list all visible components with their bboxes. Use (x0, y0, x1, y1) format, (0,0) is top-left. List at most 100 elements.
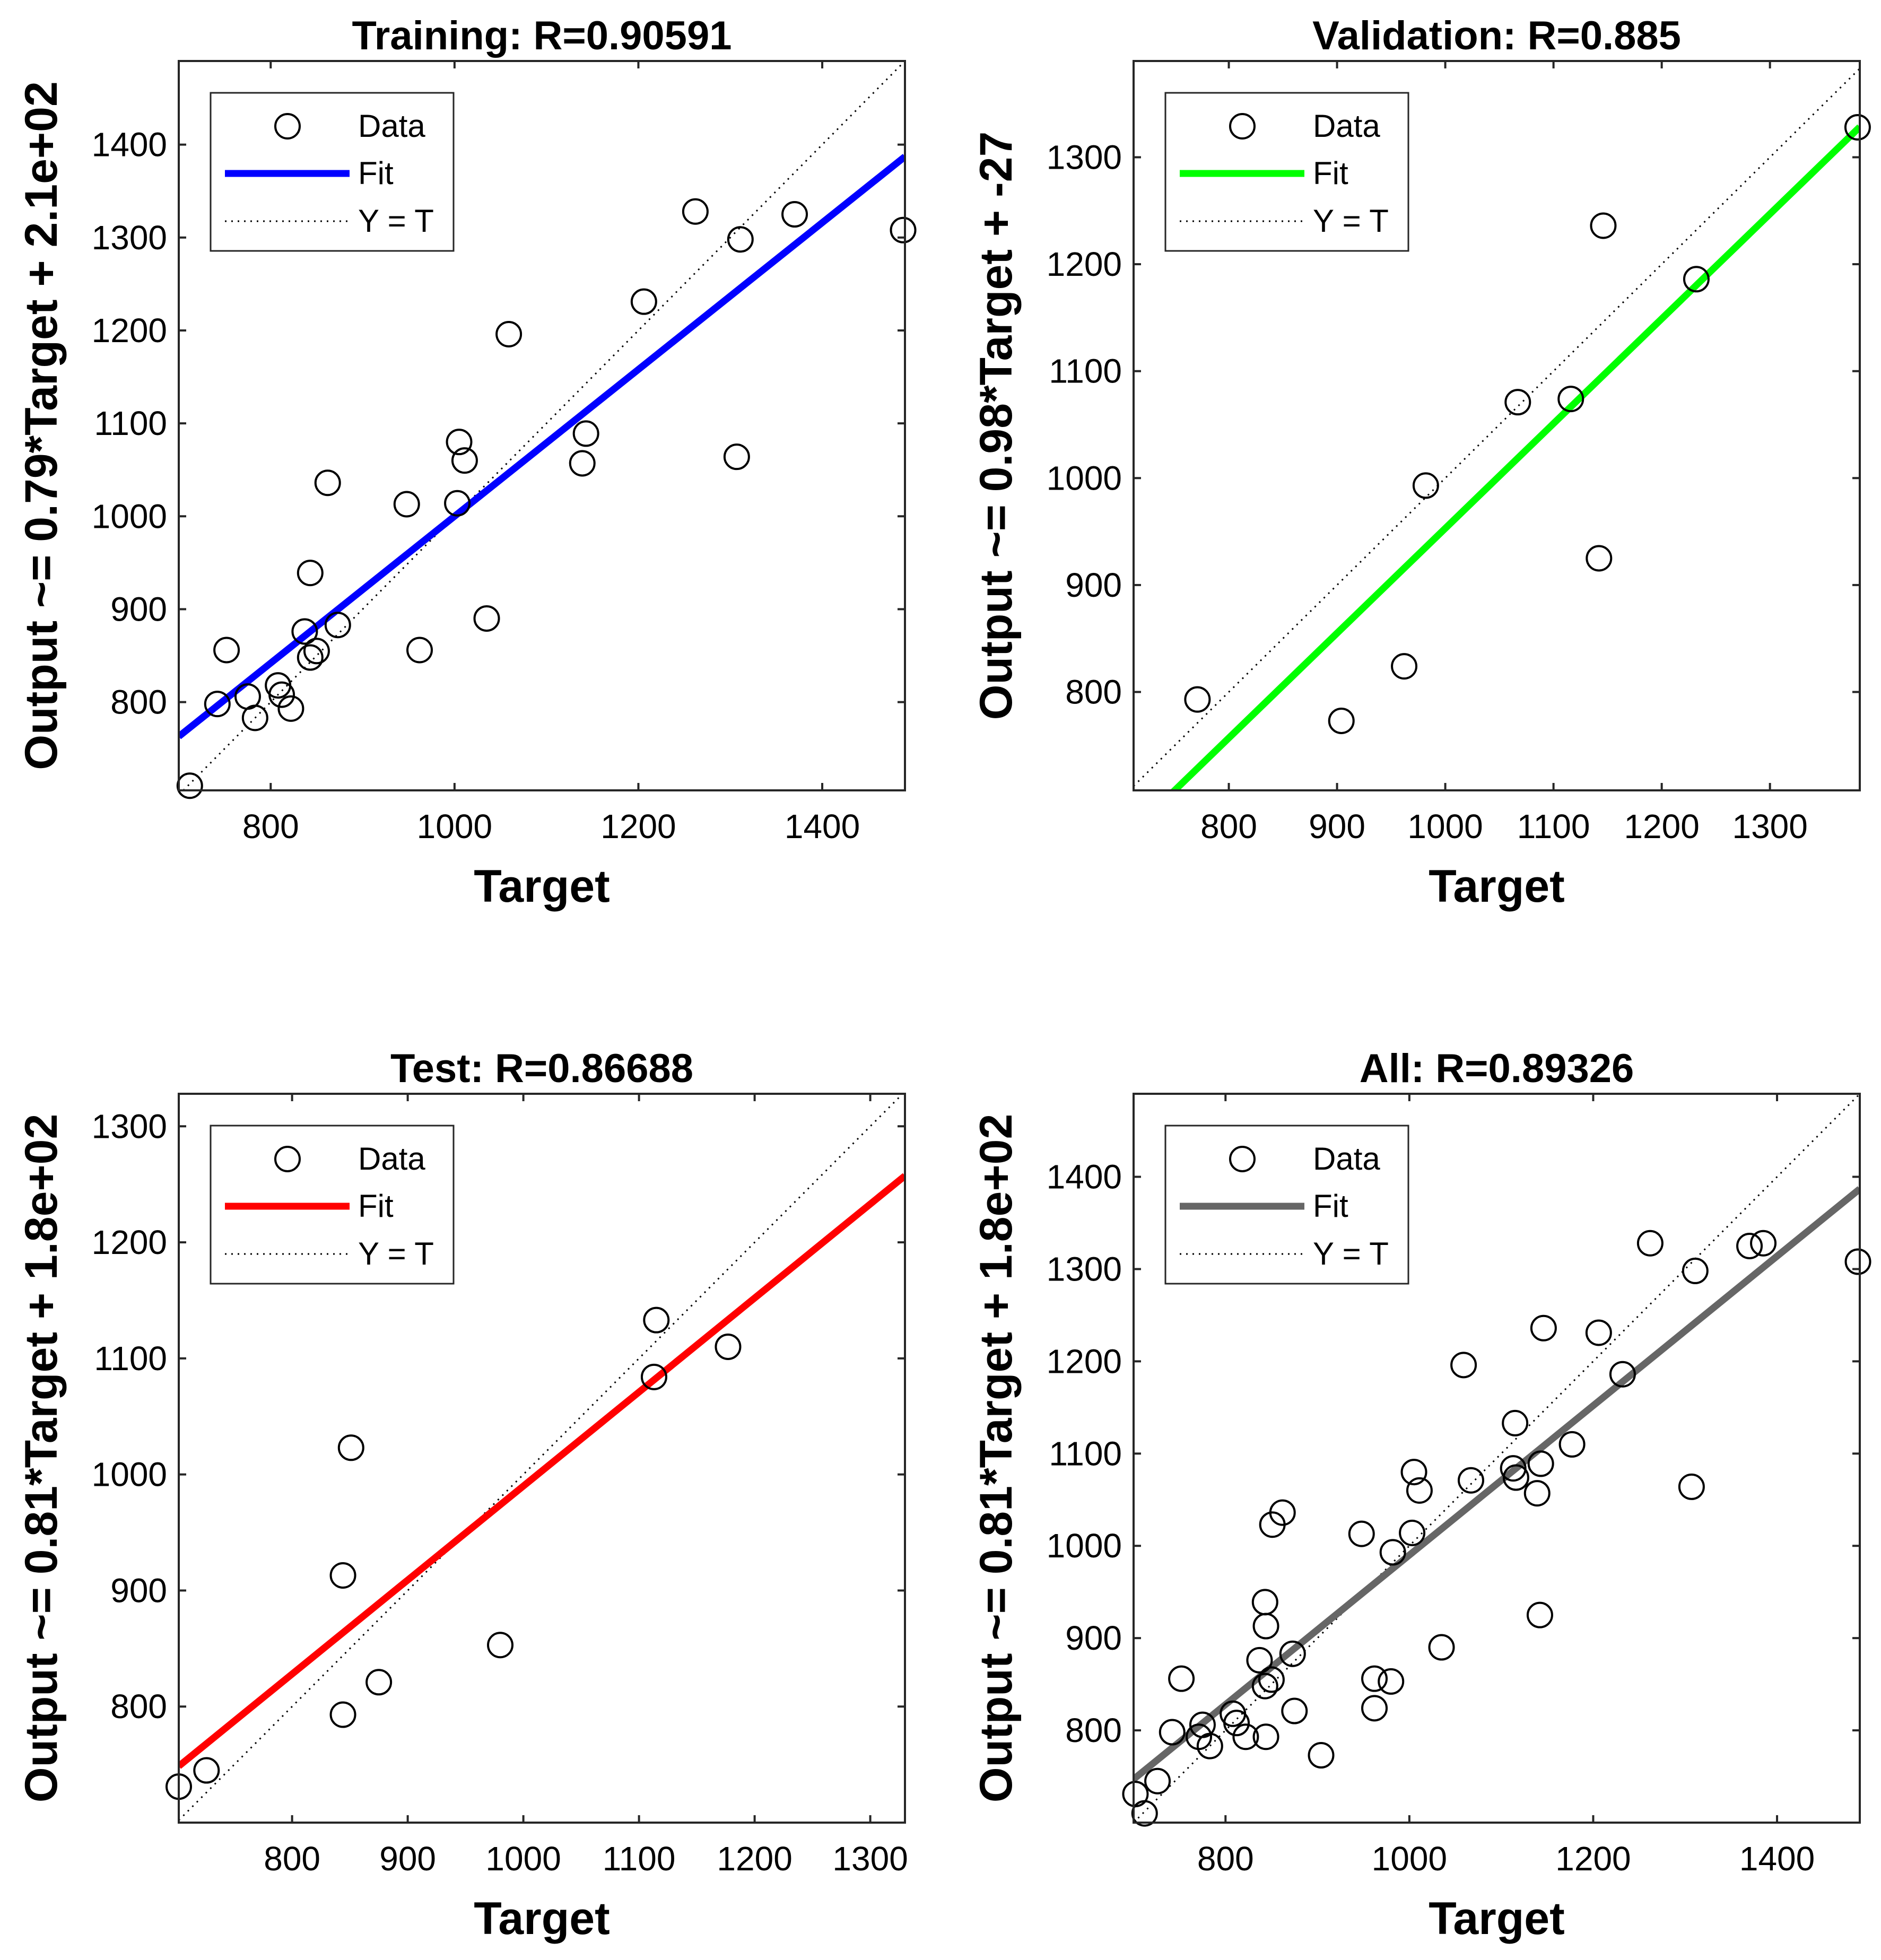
data-point (1391, 653, 1418, 680)
data-point (1281, 1697, 1308, 1724)
data-point (1328, 707, 1355, 734)
data-point (1223, 1710, 1250, 1737)
data-point (890, 216, 917, 243)
data-point (1457, 1467, 1484, 1494)
x-tick-label: 1200 (717, 1840, 792, 1878)
x-tick-label: 1000 (1372, 1840, 1447, 1878)
x-tick-label: 1000 (485, 1840, 561, 1878)
data-point (1168, 1665, 1195, 1692)
y-tick-label: 1400 (92, 126, 167, 164)
x-tick-label: 1300 (832, 1840, 908, 1878)
y-tick-label: 900 (1065, 566, 1122, 604)
fit-line (179, 1173, 905, 1769)
axes-frame (178, 60, 906, 791)
x-axis-label: Target (1429, 861, 1564, 912)
data-point (297, 560, 324, 587)
data-point (1361, 1665, 1388, 1692)
x-tick-label: 1400 (785, 807, 860, 846)
data-point (444, 490, 471, 517)
x-tick-label: 1200 (1555, 1840, 1631, 1878)
chart-panel-2: 800 900 1000 1100 1200 1300 800 900 1000 1100 1200… (971, 13, 1871, 912)
x-tick-label: 800 (1197, 1840, 1254, 1878)
y-tick-label: 1100 (94, 1339, 167, 1378)
data-point (297, 644, 324, 671)
legend: Data Fit Y = T (210, 1125, 455, 1285)
y-tick-label: 1000 (1047, 1527, 1122, 1565)
y-tick-label: 1000 (92, 1456, 167, 1494)
x-tick-label: 1000 (417, 807, 492, 846)
data-point (446, 429, 473, 456)
legend-identity-label: Y = T (358, 203, 434, 239)
axes-frame (1133, 1093, 1861, 1824)
data-point (303, 638, 330, 665)
x-tick-label: 1300 (1732, 807, 1807, 846)
data-point (291, 618, 318, 645)
chart-panel-3: 800 900 1000 1100 1200 1300 800 900 1000 1100 1200… (16, 1046, 908, 1944)
data-point (1279, 1640, 1306, 1667)
data-point (1502, 1409, 1529, 1436)
data-points (1122, 1230, 1871, 1827)
data-point (204, 691, 231, 718)
data-point (1502, 1464, 1529, 1491)
legend-fit-label: Fit (1313, 155, 1348, 191)
y-axis-label: Output ~= 0.98*Target + -27 (971, 132, 1022, 720)
data-point (727, 226, 754, 253)
data-point (1131, 1800, 1158, 1827)
legend-data-label: Data (1313, 108, 1380, 144)
y-tick-label: 900 (110, 590, 167, 628)
data-point (1678, 1473, 1705, 1500)
y-tick-label: 1300 (92, 1107, 167, 1145)
x-tick-label: 800 (264, 1840, 320, 1878)
chart-title: Training: R=0.90591 (352, 13, 732, 58)
y-tick-label: 800 (1065, 673, 1122, 711)
x-tick-label: 800 (1200, 807, 1257, 846)
y-tick-label: 1100 (94, 404, 167, 442)
y-axis-label: Output ~= 0.81*Target + 1.8e+02 (971, 1114, 1022, 1803)
data-point (495, 320, 522, 347)
legend: Data Fit Y = T (210, 92, 455, 252)
data-points (1184, 114, 1871, 734)
data-point (1585, 1319, 1612, 1346)
data-point (1269, 1499, 1296, 1526)
data-point (715, 1333, 742, 1360)
y-tick-label: 1200 (1047, 1342, 1122, 1380)
data-point (1682, 1257, 1709, 1284)
y-tick-label: 1400 (1047, 1158, 1122, 1196)
x-tick-label: 800 (242, 807, 299, 846)
y-tick-label: 1000 (92, 497, 167, 535)
x-axis-label: Target (1429, 1893, 1564, 1944)
legend-data-marker (274, 113, 301, 140)
data-point (781, 201, 808, 228)
data-point (1736, 1232, 1763, 1259)
chart-title: Test: R=0.86688 (390, 1046, 693, 1091)
data-point (1308, 1742, 1335, 1769)
legend-data-label: Data (358, 1141, 425, 1177)
legend-data-marker (1229, 1146, 1256, 1172)
y-tick-label: 900 (110, 1571, 167, 1609)
data-point (337, 1434, 364, 1461)
y-tick-label: 1100 (1049, 352, 1122, 390)
y-tick-label: 1200 (92, 311, 167, 350)
x-tick-label: 900 (379, 1840, 436, 1878)
axes-frame (1133, 60, 1861, 791)
data-points (176, 198, 917, 799)
data-point (1844, 1248, 1871, 1275)
data-point (1530, 1314, 1557, 1341)
x-tick-label: 1200 (600, 807, 676, 846)
legend-fit-label: Fit (1313, 1188, 1348, 1224)
data-point (1750, 1230, 1777, 1257)
legend-identity-label: Y = T (1313, 1236, 1389, 1271)
y-axis-label: Output ~= 0.79*Target + 2.1e+02 (16, 81, 67, 770)
legend-identity-label: Y = T (358, 1236, 434, 1271)
data-point (324, 612, 351, 639)
y-tick-label: 1000 (1047, 459, 1122, 497)
y-tick-label: 900 (1065, 1619, 1122, 1657)
legend-data-marker (1229, 113, 1256, 140)
x-axis-label: Target (474, 1893, 609, 1944)
data-point (1428, 1634, 1455, 1661)
data-point (1683, 266, 1710, 293)
x-tick-label: 1100 (603, 1840, 676, 1878)
chart-title: Validation: R=0.885 (1312, 13, 1681, 58)
data-point (1586, 545, 1613, 572)
